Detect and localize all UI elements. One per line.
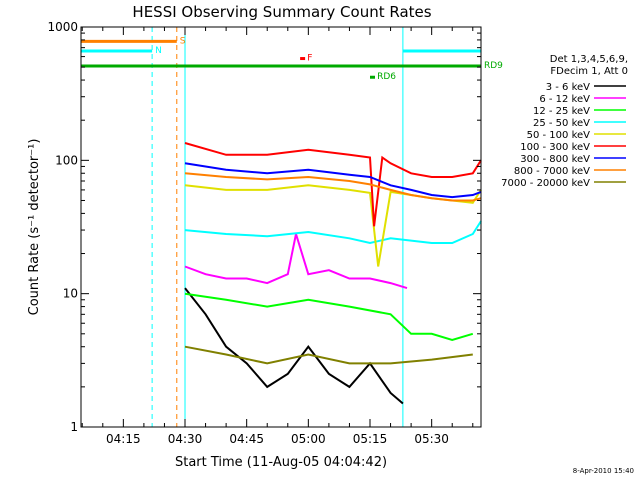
legend-label: 100 - 300 keV bbox=[520, 142, 590, 153]
x-tick-label: 05:00 bbox=[291, 432, 326, 446]
flag-label: S bbox=[180, 36, 186, 46]
y-tick-label: 10 bbox=[63, 287, 78, 301]
legend-label: 7000 - 20000 keV bbox=[501, 178, 590, 189]
series-line-25-50keV bbox=[184, 220, 482, 245]
legend-label: 3 - 6 keV bbox=[546, 82, 590, 93]
legend-header-line: Det 1,3,4,5,6,9, bbox=[550, 54, 628, 65]
series-line-12-25keV bbox=[184, 292, 474, 341]
legend-label: 6 - 12 keV bbox=[539, 94, 590, 105]
x-tick-label: 04:45 bbox=[229, 432, 264, 446]
series-line-300-800keV bbox=[184, 162, 482, 199]
legend-label: 300 - 800 keV bbox=[520, 154, 590, 165]
footer-date: 8-Apr-2010 15:40 bbox=[573, 467, 634, 475]
x-tick-label: 04:15 bbox=[106, 432, 141, 446]
series-line-800-7000keV bbox=[184, 172, 482, 202]
series-line-3-6keV bbox=[184, 287, 404, 405]
flag-label: N bbox=[155, 46, 162, 56]
x-axis: 04:15 04:30 04:45 05:00 05:15 05:30 bbox=[81, 27, 474, 446]
y-tick-label: 100 bbox=[55, 153, 78, 167]
legend-label: 25 - 50 keV bbox=[533, 118, 590, 129]
chart-title: HESSI Observing Summary Count Rates bbox=[132, 3, 431, 21]
flag-label: F bbox=[307, 54, 312, 64]
legend: Det 1,3,4,5,6,9,FDecim 1, Att 0 3 - 6 keV… bbox=[501, 54, 628, 189]
plot-frame bbox=[80, 26, 482, 428]
y-axis-label: Count Rate (s⁻¹ detector⁻¹) bbox=[27, 139, 42, 316]
legend-label: 50 - 100 keV bbox=[527, 130, 591, 141]
x-axis-label: Start Time (11-Aug-05 04:04:42) bbox=[175, 455, 387, 470]
legend-header-line: FDecim 1, Att 0 bbox=[550, 66, 628, 77]
x-tick-label: 05:15 bbox=[353, 432, 388, 446]
x-tick-label: 05:30 bbox=[414, 432, 449, 446]
legend-label: 12 - 25 keV bbox=[533, 106, 590, 117]
series-line-100-300keV bbox=[184, 142, 482, 227]
series-line-50-100keV bbox=[184, 184, 482, 267]
y-tick-label: 1 bbox=[70, 420, 78, 434]
series-line-7000-20000keV bbox=[184, 345, 473, 365]
y-tick-label: 1000 bbox=[47, 20, 78, 34]
y-axis: 1 10 100 1000 bbox=[47, 20, 481, 434]
x-tick-label: 04:30 bbox=[168, 432, 203, 446]
plot-elements: S N F RD9 RD6 bbox=[80, 27, 503, 427]
legend-label: 800 - 7000 keV bbox=[514, 166, 590, 177]
flag-label: RD6 bbox=[377, 72, 396, 82]
flag-label: RD9 bbox=[484, 61, 503, 71]
